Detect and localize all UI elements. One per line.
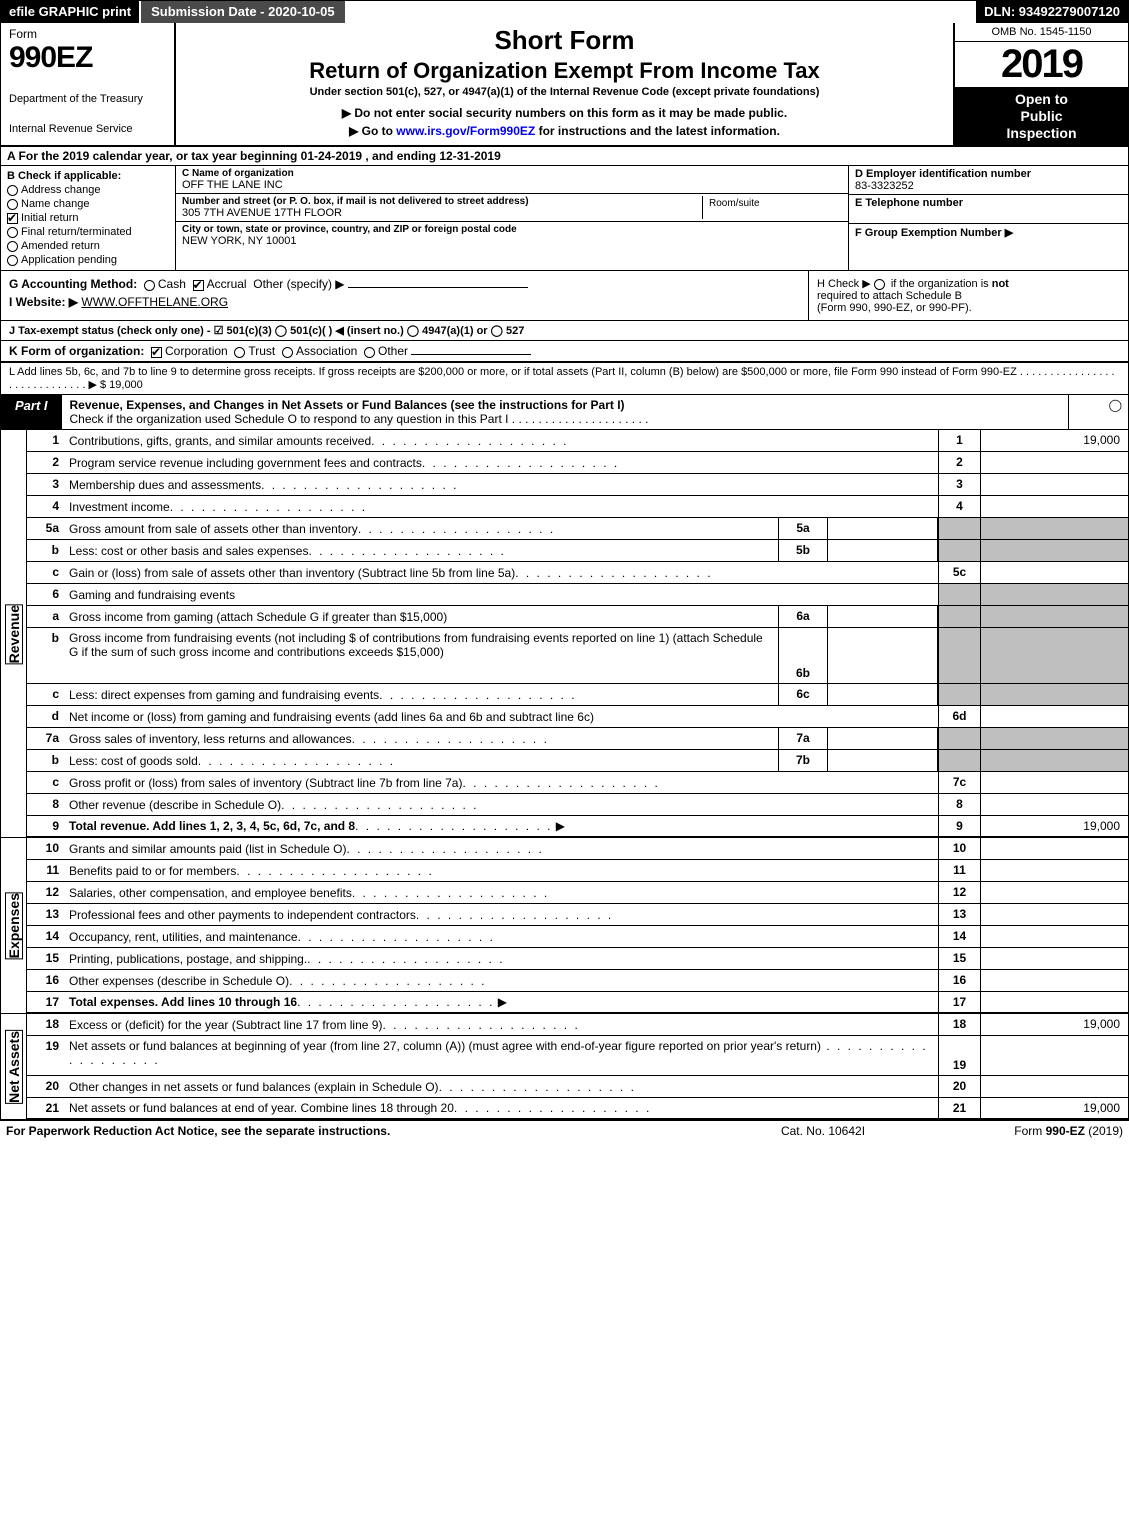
addr-label: Number and street (or P. O. box, if mail…	[182, 196, 702, 207]
k-trust[interactable]	[234, 347, 245, 358]
line-21-val: 19,000	[980, 1098, 1128, 1118]
website-link[interactable]: WWW.OFFTHELANE.ORG	[81, 295, 228, 309]
row-j-taxexempt: J Tax-exempt status (check only one) - ☑…	[1, 321, 1128, 341]
city-block: City or town, state or province, country…	[176, 222, 848, 249]
page-footer: For Paperwork Reduction Act Notice, see …	[0, 1121, 1129, 1141]
under-section: Under section 501(c), 527, or 4947(a)(1)…	[182, 86, 947, 98]
org-address: 305 7TH AVENUE 17TH FLOOR	[182, 207, 702, 219]
goto-note: ▶ Go to www.irs.gov/Form990EZ for instru…	[182, 124, 947, 138]
tax-year: 2019	[955, 42, 1128, 87]
top-bar: efile GRAPHIC print Submission Date - 20…	[1, 1, 1128, 23]
dept-treasury: Department of the Treasury	[9, 93, 166, 105]
org-city: NEW YORK, NY 10001	[182, 235, 842, 247]
cat-no: Cat. No. 10642I	[723, 1124, 923, 1138]
cb-app-pending[interactable]: Application pending	[7, 254, 169, 266]
inspect-3: Inspection	[959, 125, 1124, 142]
line-18-val: 19,000	[980, 1014, 1128, 1035]
k-corp[interactable]	[151, 347, 162, 358]
h-check[interactable]	[874, 279, 885, 290]
part1-o-check[interactable]: ◯	[1068, 395, 1128, 429]
part1-label: Part I	[1, 395, 62, 429]
room-suite: Room/suite	[702, 196, 842, 219]
group-exempt-block: F Group Exemption Number ▶	[849, 224, 1128, 241]
row-a-taxyear: A For the 2019 calendar year, or tax yea…	[1, 147, 1128, 166]
open-inspection: Open to Public Inspection	[955, 87, 1128, 145]
row-k-orgform: K Form of organization: Corporation Trus…	[1, 341, 1128, 363]
form-title: Return of Organization Exempt From Incom…	[182, 58, 947, 84]
part1-title: Revenue, Expenses, and Changes in Net As…	[70, 398, 625, 412]
col-de: D Employer identification number 83-3323…	[848, 166, 1128, 270]
row-l-gross: L Add lines 5b, 6c, and 7b to line 9 to …	[1, 363, 1128, 395]
ssn-note: ▶ Do not enter social security numbers o…	[182, 106, 947, 120]
accrual-check[interactable]	[193, 280, 204, 291]
netassets-vlabel: Net Assets	[1, 1014, 27, 1120]
netassets-section: Net Assets 18Excess or (deficit) for the…	[1, 1014, 1128, 1120]
b-header: B Check if applicable:	[7, 170, 169, 182]
line-9-val: 19,000	[980, 816, 1128, 836]
form-990ez-page: efile GRAPHIC print Submission Date - 20…	[0, 0, 1129, 1121]
addr-block: Number and street (or P. O. box, if mail…	[176, 194, 848, 222]
goto-pre: ▶ Go to	[349, 124, 396, 138]
form-number: 990EZ	[9, 41, 166, 75]
part1-header: Part I Revenue, Expenses, and Changes in…	[1, 395, 1128, 430]
col-c-org: C Name of organization OFF THE LANE INC …	[176, 166, 848, 270]
k-other[interactable]	[364, 347, 375, 358]
dln: DLN: 93492279007120	[976, 1, 1128, 23]
expenses-vlabel: Expenses	[1, 838, 27, 1014]
col-b-checkboxes: B Check if applicable: Address change Na…	[1, 166, 176, 270]
revenue-section: Revenue 1Contributions, gifts, grants, a…	[1, 430, 1128, 838]
omb-number: OMB No. 1545-1150	[955, 23, 1128, 42]
inspect-2: Public	[959, 108, 1124, 125]
cb-initial-return[interactable]: Initial return	[7, 212, 169, 224]
g-label: G Accounting Method:	[9, 277, 137, 291]
cash-radio[interactable]	[144, 280, 155, 291]
expenses-section: Expenses 10Grants and similar amounts pa…	[1, 838, 1128, 1014]
ghi-row: G Accounting Method: Cash Accrual Other …	[1, 271, 1128, 321]
header-center: Short Form Return of Organization Exempt…	[176, 23, 953, 145]
org-name: OFF THE LANE INC	[182, 179, 842, 191]
h-schedule-b: H Check ▶ if the organization is not req…	[808, 271, 1128, 320]
k-assoc[interactable]	[282, 347, 293, 358]
e-phone-label: E Telephone number	[855, 197, 1122, 209]
d-ein-label: D Employer identification number	[855, 168, 1122, 180]
cb-address-change[interactable]: Address change	[7, 184, 169, 196]
header-left: Form 990EZ Department of the Treasury In…	[1, 23, 176, 145]
bcde-block: B Check if applicable: Address change Na…	[1, 166, 1128, 271]
cb-name-change[interactable]: Name change	[7, 198, 169, 210]
k-label: K Form of organization:	[9, 344, 144, 358]
i-website-label: I Website: ▶	[9, 295, 78, 309]
revenue-vlabel: Revenue	[1, 430, 27, 838]
ein-block: D Employer identification number 83-3323…	[849, 166, 1128, 195]
city-label: City or town, state or province, country…	[182, 224, 842, 235]
submission-date: Submission Date - 2020-10-05	[139, 1, 347, 23]
form-ref: Form 990-EZ (2019)	[923, 1124, 1123, 1138]
org-name-block: C Name of organization OFF THE LANE INC	[176, 166, 848, 194]
paperwork-notice: For Paperwork Reduction Act Notice, see …	[6, 1124, 723, 1138]
line-1-val: 19,000	[980, 430, 1128, 451]
ein-value: 83-3323252	[855, 180, 1122, 192]
dept-irs: Internal Revenue Service	[9, 123, 166, 135]
header-right: OMB No. 1545-1150 2019 Open to Public In…	[953, 23, 1128, 145]
short-form: Short Form	[182, 25, 947, 56]
form-label: Form	[9, 27, 166, 41]
c-name-label: C Name of organization	[182, 168, 842, 179]
irs-link[interactable]: www.irs.gov/Form990EZ	[396, 124, 535, 138]
phone-block: E Telephone number	[849, 195, 1128, 224]
form-header: Form 990EZ Department of the Treasury In…	[1, 23, 1128, 147]
cb-final-return[interactable]: Final return/terminated	[7, 226, 169, 238]
spacer	[347, 1, 977, 23]
g-accounting: G Accounting Method: Cash Accrual Other …	[1, 271, 808, 320]
inspect-1: Open to	[959, 91, 1124, 108]
efile-print[interactable]: efile GRAPHIC print	[1, 1, 139, 23]
part1-check-txt: Check if the organization used Schedule …	[70, 412, 649, 426]
goto-post: for instructions and the latest informat…	[535, 124, 780, 138]
cb-amended[interactable]: Amended return	[7, 240, 169, 252]
f-group-label: F Group Exemption Number ▶	[855, 226, 1122, 239]
